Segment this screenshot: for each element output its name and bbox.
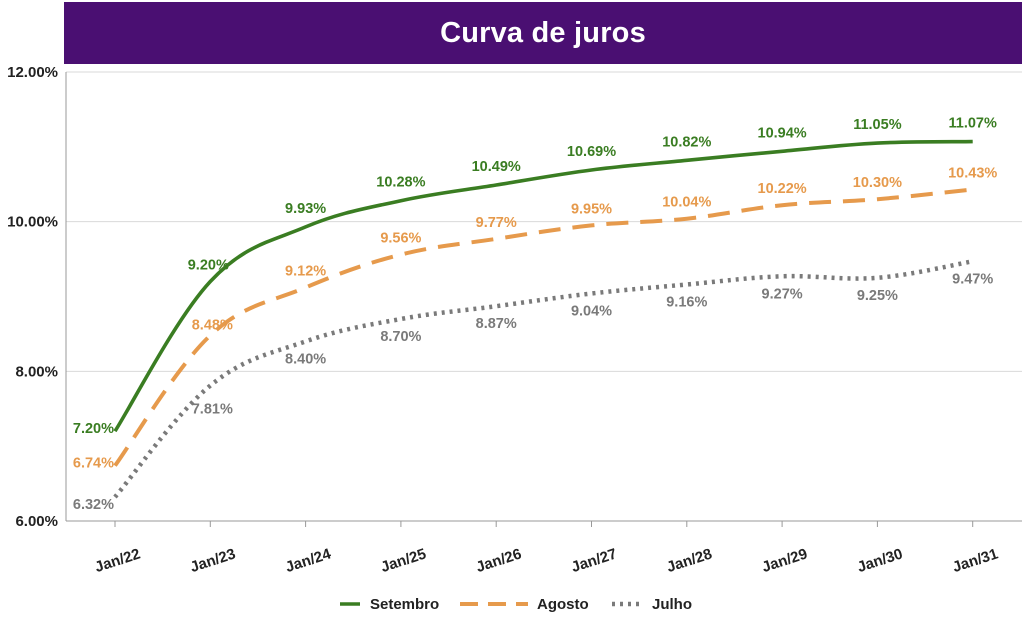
data-label-julho: 7.81% xyxy=(192,402,233,418)
data-label-setembro: 10.82% xyxy=(662,134,711,150)
y-tick-label: 12.00% xyxy=(7,64,58,81)
data-label-agosto: 10.30% xyxy=(853,175,902,191)
legend: Setembro Agosto Julho xyxy=(340,596,692,613)
data-label-agosto: 9.95% xyxy=(571,201,612,217)
data-label-julho: 9.16% xyxy=(666,295,707,311)
x-tick-label: Jan/26 xyxy=(474,545,524,576)
data-label-julho: 8.87% xyxy=(476,316,517,332)
y-tick-label: 8.00% xyxy=(15,363,58,380)
data-label-agosto: 9.56% xyxy=(380,231,421,247)
data-label-agosto: 6.74% xyxy=(73,456,114,472)
data-label-agosto: 10.04% xyxy=(662,195,711,211)
data-label-julho: 6.32% xyxy=(73,497,114,513)
data-label-julho: 8.40% xyxy=(285,351,326,367)
data-label-julho: 9.25% xyxy=(857,288,898,304)
y-axis-ticks: 6.00% 8.00% 10.00% 12.00% xyxy=(7,64,58,530)
gridlines xyxy=(66,71,1022,372)
data-label-setembro: 10.69% xyxy=(567,144,616,160)
data-label-setembro: 10.49% xyxy=(472,159,521,175)
chart-title: Curva de juros xyxy=(64,2,1022,64)
series-line-julho xyxy=(113,259,974,499)
x-tick-label: Jan/28 xyxy=(665,545,715,576)
legend-label-agosto: Agosto xyxy=(537,596,589,613)
x-tick-label: Jan/25 xyxy=(379,545,429,576)
data-label-setembro: 10.28% xyxy=(376,175,425,191)
x-tick-label: Jan/30 xyxy=(855,545,905,576)
x-tick-label: Jan/27 xyxy=(569,545,619,576)
x-tick-label: Jan/31 xyxy=(950,545,1000,576)
series-line-agosto xyxy=(113,187,973,467)
data-label-setembro: 11.05% xyxy=(853,117,901,133)
data-label-agosto: 9.77% xyxy=(476,215,517,231)
data-label-agosto: 8.48% xyxy=(192,317,233,333)
x-tick-label: Jan/23 xyxy=(188,545,238,576)
series-lines xyxy=(113,139,974,499)
x-axis-ticks: Jan/22 Jan/23 Jan/24 Jan/25 Jan/26 Jan/27 Jan/… xyxy=(93,521,1000,576)
data-label-setembro: 7.20% xyxy=(73,421,114,437)
data-label-julho: 9.04% xyxy=(571,304,612,320)
axes xyxy=(65,72,1022,522)
y-tick-label: 10.00% xyxy=(7,214,58,231)
data-label-julho: 9.47% xyxy=(952,271,993,287)
data-label-setembro: 11.07% xyxy=(949,116,997,132)
x-tick-label: Jan/22 xyxy=(93,545,143,576)
data-label-agosto: 9.12% xyxy=(285,264,326,280)
data-label-setembro: 9.93% xyxy=(285,201,326,217)
x-tick-label: Jan/29 xyxy=(760,545,810,576)
data-label-setembro: 9.20% xyxy=(188,258,229,274)
series-line-setembro xyxy=(113,139,973,433)
x-tick-label: Jan/24 xyxy=(283,545,333,576)
data-labels: 7.20% 9.20% 9.93% 10.28% 10.49% 10.69% 10.82% 1… xyxy=(73,116,998,513)
data-label-agosto: 10.43% xyxy=(948,165,997,181)
data-label-setembro: 10.94% xyxy=(758,125,807,141)
y-tick-label: 6.00% xyxy=(15,513,58,530)
legend-label-setembro: Setembro xyxy=(370,596,439,613)
legend-label-julho: Julho xyxy=(652,596,692,613)
data-label-agosto: 10.22% xyxy=(758,181,807,197)
data-label-julho: 8.70% xyxy=(380,329,421,345)
data-label-julho: 9.27% xyxy=(762,286,803,302)
